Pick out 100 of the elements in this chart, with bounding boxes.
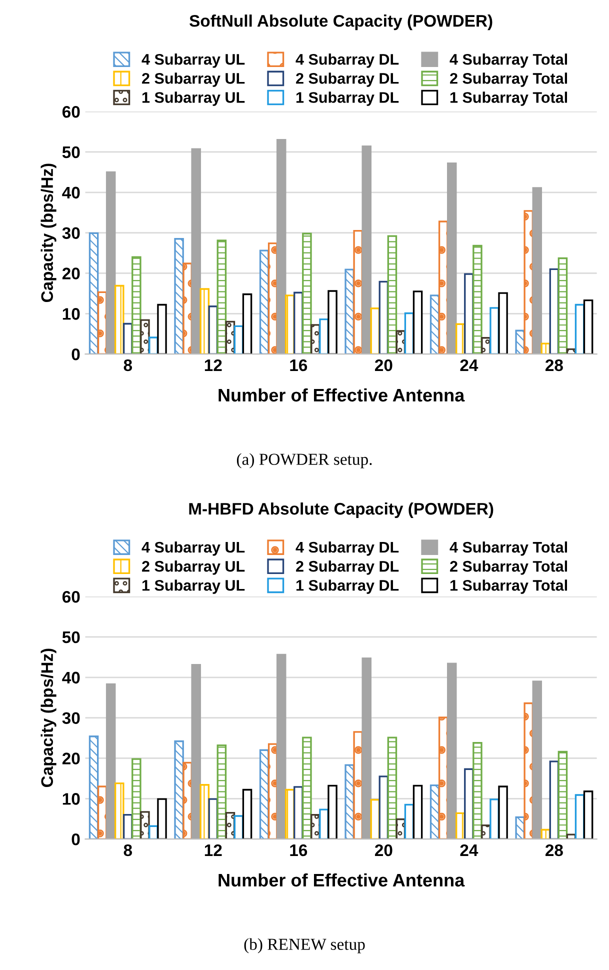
bar <box>140 811 150 840</box>
legend-label: 2 Subarray Total <box>450 72 568 87</box>
y-tick-label: 20 <box>62 752 80 764</box>
bar <box>524 702 534 840</box>
y-tick-label: 40 <box>62 672 80 684</box>
x-axis-title: Number of Effective Antenna <box>218 388 465 402</box>
bar <box>88 736 99 840</box>
legend-label: 2 Subarray DL <box>296 560 399 575</box>
bar <box>412 784 423 840</box>
x-tick-label: 8 <box>124 359 132 372</box>
text: (b) RENEW setup <box>244 938 365 954</box>
text: (a) POWDER setup. <box>236 453 372 468</box>
bar <box>412 290 423 354</box>
bar <box>583 299 594 354</box>
x-tick-label: 8 <box>124 844 132 856</box>
y-tick-label: 20 <box>62 268 80 280</box>
legend-label: 4 Subarray UL <box>142 54 245 68</box>
bar <box>200 288 210 354</box>
bar <box>362 658 372 840</box>
x-tick-label: 20 <box>374 844 392 856</box>
legend-label: 1 Subarray UL <box>142 580 245 594</box>
bar <box>472 244 482 354</box>
bar <box>200 784 210 840</box>
bar <box>140 319 150 354</box>
bar <box>446 662 457 840</box>
bar <box>558 257 568 354</box>
chart-title: SoftNull Absolute Capacity (POWDER) <box>190 14 492 30</box>
y-tick-label: 60 <box>62 106 80 118</box>
bar <box>174 238 184 354</box>
legend-label: 2 Subarray UL <box>142 560 245 575</box>
y-tick-label: 0 <box>72 833 80 846</box>
y-tick-label: 10 <box>62 793 80 805</box>
bar <box>216 744 227 840</box>
bar <box>498 292 508 354</box>
bar <box>157 798 167 840</box>
bar <box>387 736 398 840</box>
legend-label: 1 Subarray UL <box>142 92 245 106</box>
y-tick-label: 40 <box>62 186 80 199</box>
y-tick-label: 30 <box>62 227 80 240</box>
x-tick-label: 20 <box>374 359 392 372</box>
bar <box>362 145 372 354</box>
bar <box>276 139 286 354</box>
legend-label: 2 Subarray DL <box>296 72 399 87</box>
bar <box>328 784 338 840</box>
legend-label: 4 Subarray DL <box>296 541 399 556</box>
y-tick-label: 10 <box>62 308 80 320</box>
x-axis-title: Number of Effective Antenna <box>218 873 465 887</box>
bar <box>114 782 124 840</box>
legend-label: 1 Subarray DL <box>296 92 399 106</box>
x-tick-label: 24 <box>460 844 478 856</box>
bar <box>532 680 542 840</box>
y-tick-label: 50 <box>62 146 80 158</box>
bar <box>242 293 252 354</box>
x-tick-label: 16 <box>290 844 308 856</box>
bar <box>302 232 312 354</box>
legend-label: 4 Subarray UL <box>142 541 245 556</box>
bar <box>498 786 508 840</box>
bar <box>216 240 227 354</box>
bar <box>583 790 594 840</box>
y-tick-label: 50 <box>62 631 80 644</box>
legend-label: 1 Subarray Total <box>450 580 568 594</box>
bar <box>387 235 398 354</box>
y-tick-label: 30 <box>62 712 80 724</box>
legend-label: 4 Subarray Total <box>450 541 568 556</box>
bar <box>106 171 116 354</box>
x-tick-label: 28 <box>546 359 563 372</box>
bar <box>157 304 167 354</box>
bar <box>302 736 312 840</box>
x-tick-label: 12 <box>204 844 222 856</box>
chart-title: M-HBFD Absolute Capacity (POWDER) <box>189 502 494 518</box>
bar <box>191 664 201 840</box>
legend-label: 4 Subarray Total <box>450 54 568 68</box>
bar <box>472 742 482 840</box>
x-tick-label: 24 <box>460 359 478 371</box>
bar <box>532 187 542 354</box>
bar <box>276 654 286 840</box>
bar <box>191 148 201 354</box>
bar <box>174 740 184 840</box>
bar <box>132 256 142 354</box>
y-tick-label: 60 <box>62 590 80 603</box>
bar <box>88 232 99 354</box>
x-tick-label: 28 <box>546 844 563 856</box>
bar <box>328 290 338 354</box>
bar <box>558 750 568 840</box>
bar <box>114 284 124 354</box>
bar <box>524 210 534 354</box>
bar <box>106 683 116 840</box>
bar <box>242 788 252 840</box>
legend-label: 4 Subarray DL <box>296 54 399 68</box>
x-tick-label: 12 <box>204 359 222 371</box>
legend-label: 1 Subarray DL <box>296 580 399 594</box>
x-tick-label: 16 <box>290 359 308 372</box>
y-axis-title: Capacity (bps/Hz) <box>40 164 56 302</box>
bar <box>132 758 142 840</box>
legend-label: 2 Subarray UL <box>142 72 245 87</box>
legend-label: 2 Subarray Total <box>450 560 568 575</box>
y-tick-label: 0 <box>72 348 80 360</box>
bar <box>446 162 457 354</box>
legend-label: 1 Subarray Total <box>450 92 568 106</box>
y-axis-title: Capacity (bps/Hz) <box>40 648 56 788</box>
